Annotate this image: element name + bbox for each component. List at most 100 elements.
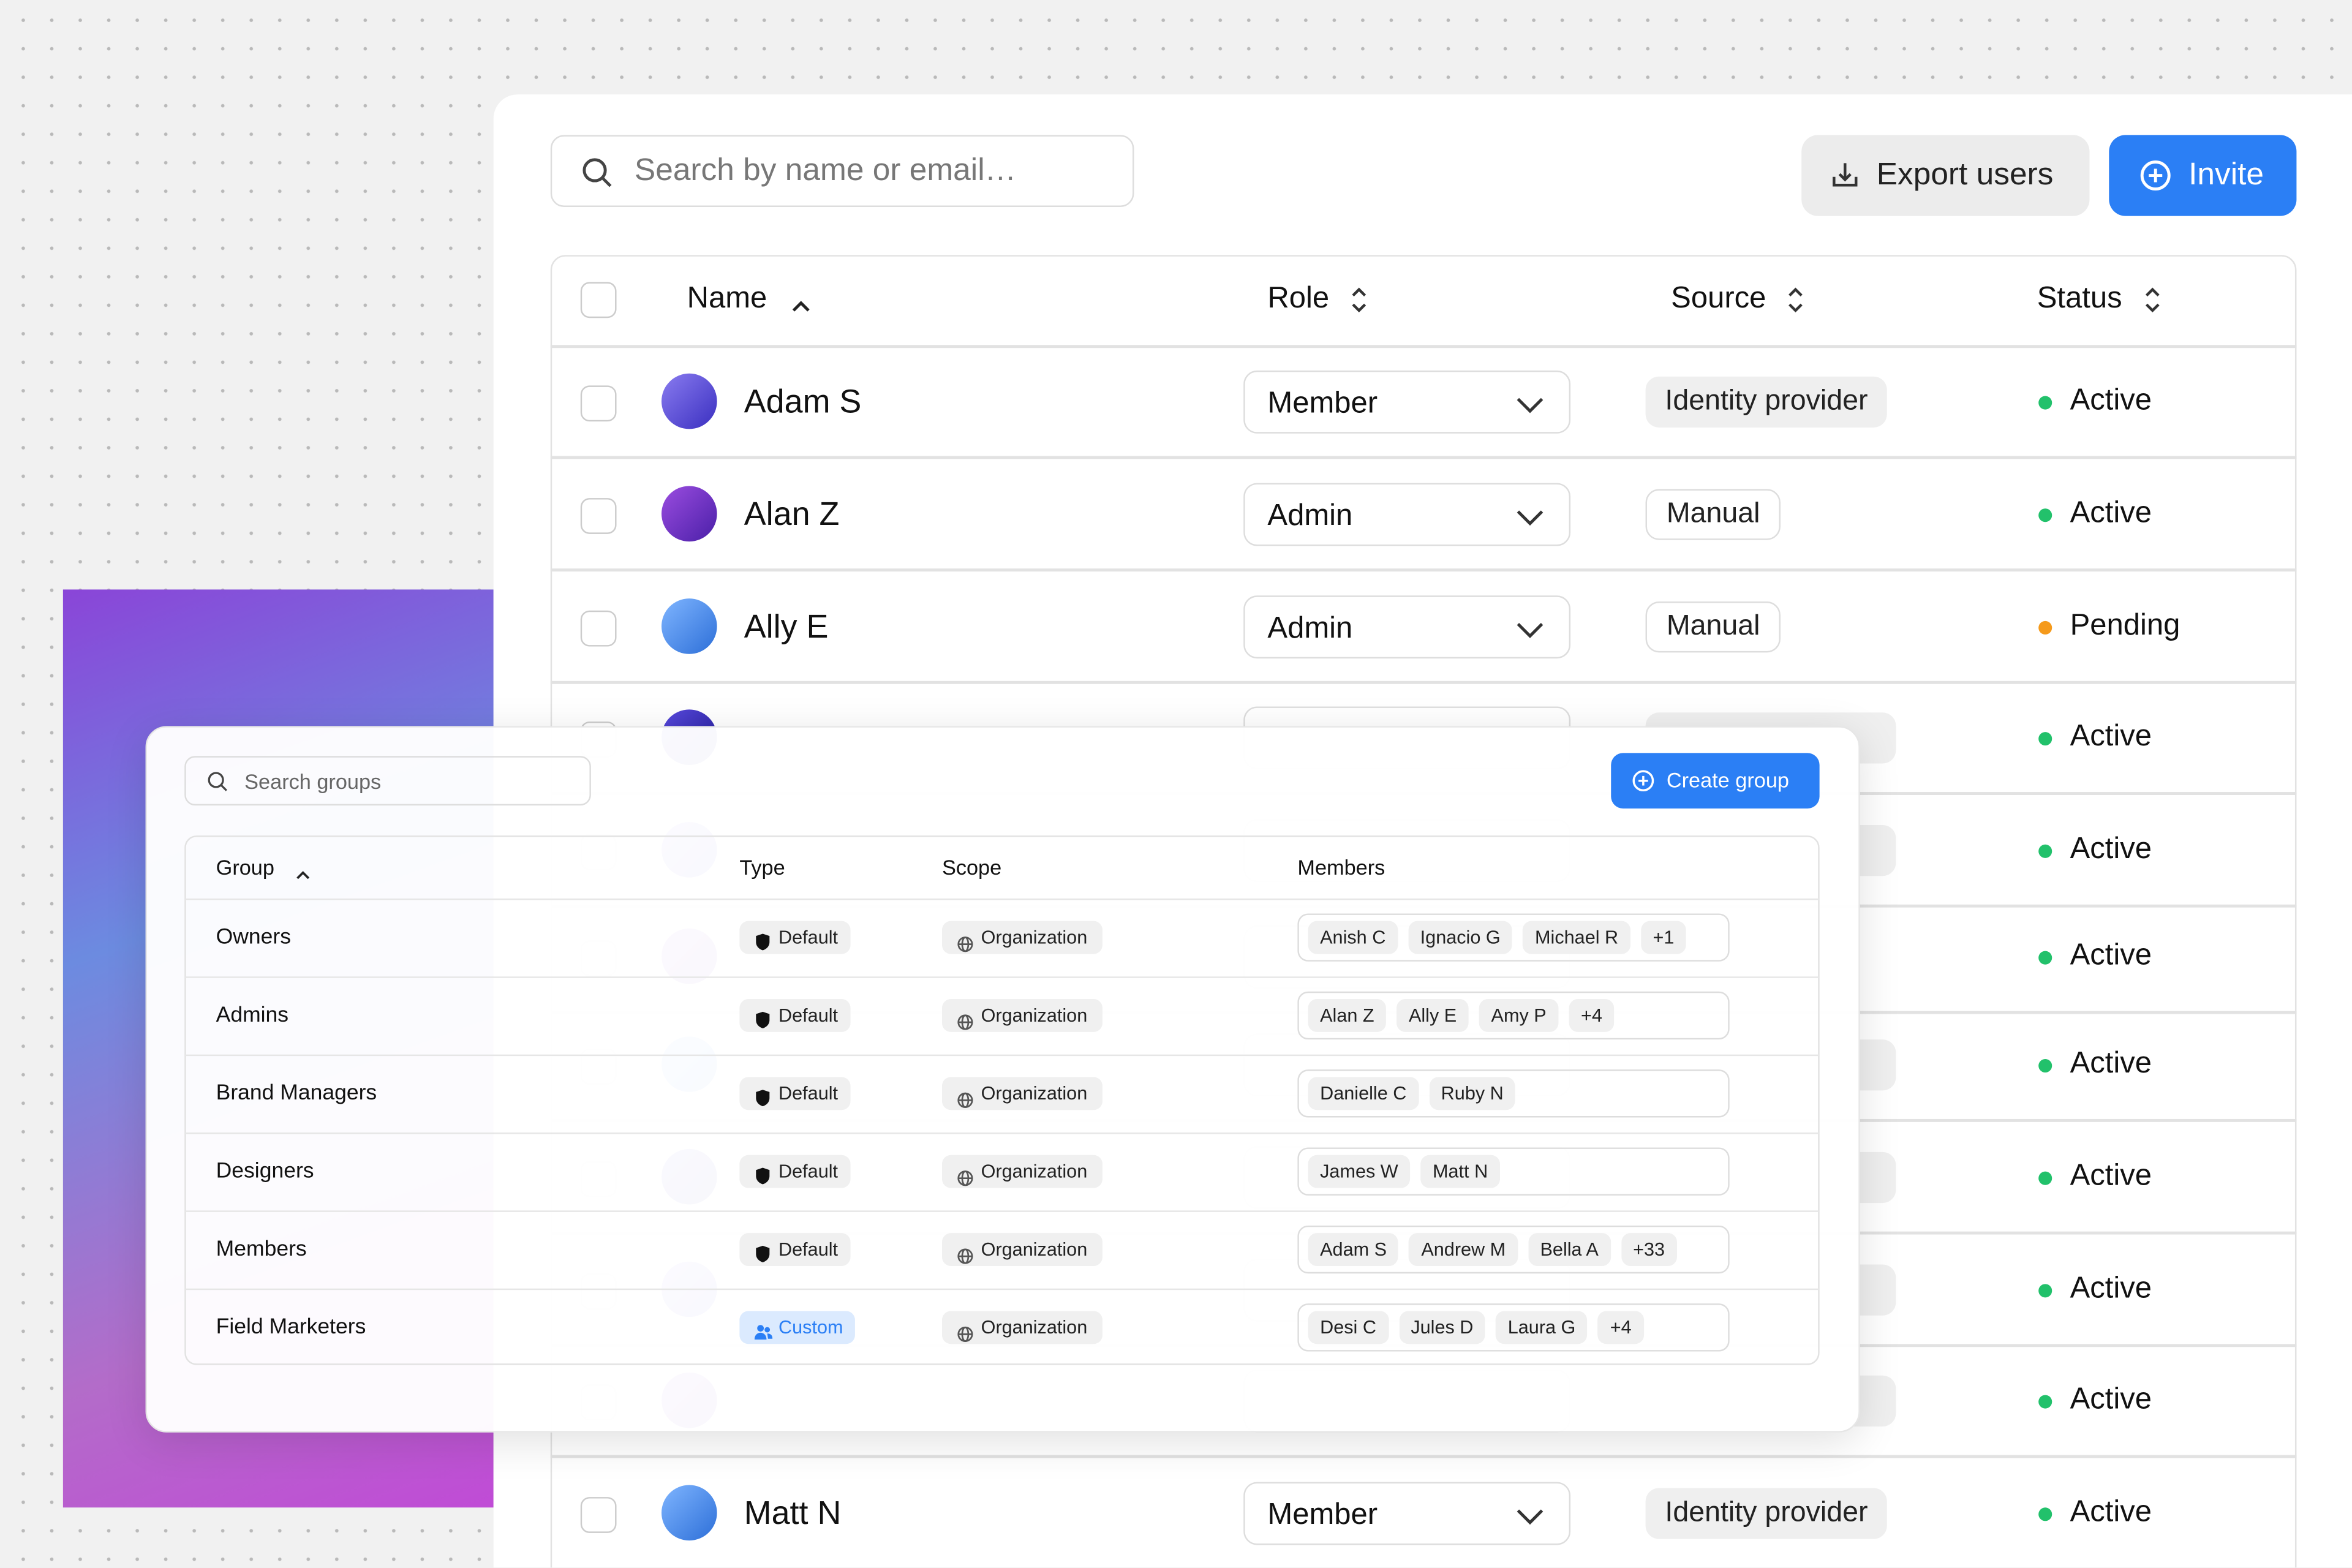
group-name: Brand Managers <box>216 1081 377 1106</box>
avatar <box>662 598 717 654</box>
status-dot <box>2038 1171 2052 1185</box>
status-label: Active <box>2070 1382 2152 1416</box>
status-label: Active <box>2070 1272 2152 1305</box>
source-badge: Identity provider <box>1645 376 1888 428</box>
group-search[interactable]: Search groups <box>184 756 591 806</box>
member-chip: Andrew M <box>1409 1233 1518 1266</box>
row-checkbox[interactable] <box>580 498 617 534</box>
member-chip: Danielle C <box>1308 1077 1419 1110</box>
type-badge: Default <box>739 1233 850 1266</box>
status-dot <box>2038 1395 2052 1409</box>
row-divider <box>550 456 2297 459</box>
status-dot <box>2038 732 2052 746</box>
column-header[interactable]: Type <box>739 854 785 880</box>
status-label: Active <box>2070 832 2152 866</box>
member-chip: Ruby N <box>1429 1077 1516 1110</box>
type-icon <box>755 1085 771 1118</box>
role-select[interactable]: Admin <box>1243 483 1571 546</box>
header-divider <box>550 345 2297 347</box>
user-name: Adam S <box>744 382 862 420</box>
export-button[interactable]: Export users <box>1801 135 2090 216</box>
column-header[interactable]: Group <box>216 854 274 880</box>
scope-badge: Organization <box>941 999 1102 1032</box>
avatar <box>662 373 717 429</box>
search-placeholder: Search by name or email… <box>634 153 1017 188</box>
invite-button[interactable]: Invite <box>2109 135 2297 216</box>
group-name: Designers <box>216 1159 314 1184</box>
group-name: Owners <box>216 925 292 950</box>
role-value: Member <box>1267 386 1378 420</box>
status-label: Active <box>2070 1495 2152 1529</box>
type-icon <box>755 929 771 962</box>
row-checkbox[interactable] <box>580 1497 617 1533</box>
row-checkbox[interactable] <box>580 610 617 647</box>
member-chip: Matt N <box>1420 1155 1500 1188</box>
member-chip: Amy P <box>1479 999 1559 1032</box>
member-chip: Ignacio G <box>1408 921 1513 954</box>
row-divider <box>184 1288 1820 1291</box>
row-divider <box>184 1210 1820 1212</box>
user-name: Ally E <box>744 607 829 646</box>
globe-icon <box>957 1242 973 1275</box>
status-label: Active <box>2070 939 2152 972</box>
status-dot <box>2038 1058 2052 1073</box>
member-chip: Ally E <box>1396 999 1469 1032</box>
search-icon <box>579 154 615 198</box>
status-dot <box>2038 1507 2052 1521</box>
globe-icon <box>957 1086 973 1119</box>
scope-badge: Organization <box>941 1155 1102 1188</box>
status-label: Active <box>2070 1047 2152 1080</box>
globe-icon <box>957 1164 973 1197</box>
status-dot <box>2038 620 2052 635</box>
role-select[interactable]: Member <box>1243 370 1571 434</box>
sort-icon <box>2144 287 2162 321</box>
globe-icon <box>957 1320 973 1353</box>
member-chip: Anish C <box>1308 921 1398 954</box>
source-badge: Manual <box>1645 489 1781 540</box>
source-badge: Identity provider <box>1645 1488 1888 1539</box>
sort-icon <box>791 294 812 321</box>
role-select[interactable]: Admin <box>1243 595 1571 659</box>
member-chip: +4 <box>1598 1311 1644 1344</box>
column-header[interactable]: Scope <box>941 854 1002 880</box>
type-badge: Default <box>739 921 850 954</box>
members-box: Adam S Andrew M Bella A +33 <box>1297 1225 1730 1274</box>
column-header[interactable]: Role <box>1267 282 1330 315</box>
member-chip: James W <box>1308 1155 1411 1188</box>
type-badge: Custom <box>739 1311 856 1344</box>
export-icon <box>1828 159 1861 200</box>
member-chip: +1 <box>1640 921 1687 954</box>
invite-icon <box>2138 157 2174 201</box>
member-chip: Desi C <box>1308 1311 1389 1344</box>
globe-icon <box>957 1008 973 1041</box>
row-divider <box>184 976 1820 978</box>
status-label: Active <box>2070 1159 2152 1193</box>
column-header[interactable]: Source <box>1671 282 1766 315</box>
create-label: Create group <box>1666 767 1789 793</box>
chevron <box>1515 507 1545 534</box>
status-dot <box>2038 951 2052 965</box>
column-header[interactable]: Name <box>687 282 767 315</box>
members-box: Danielle C Ruby N <box>1297 1069 1730 1118</box>
column-header[interactable]: Members <box>1297 854 1385 880</box>
members-box: Desi C Jules D Laura G +4 <box>1297 1303 1730 1352</box>
plus-icon <box>1630 768 1656 801</box>
row-divider <box>550 1455 2297 1458</box>
create-group-button[interactable]: Create group <box>1611 753 1820 809</box>
row-checkbox[interactable] <box>580 385 617 422</box>
column-header[interactable]: Status <box>2037 282 2122 315</box>
search-box[interactable]: Search by name or email… <box>550 135 1134 207</box>
role-value: Member <box>1267 1498 1378 1532</box>
status-label: Pending <box>2070 609 2180 643</box>
avatar <box>662 486 717 542</box>
members-box: Anish C Ignacio G Michael R +1 <box>1297 913 1730 962</box>
globe-icon <box>957 930 973 963</box>
header-checkbox[interactable] <box>580 282 617 318</box>
type-icon <box>754 1319 773 1352</box>
role-value: Admin <box>1267 612 1353 646</box>
avatar <box>662 1485 717 1541</box>
export-label: Export users <box>1876 157 2054 192</box>
status-dot <box>2038 1284 2052 1298</box>
role-select[interactable]: Member <box>1243 1482 1571 1545</box>
